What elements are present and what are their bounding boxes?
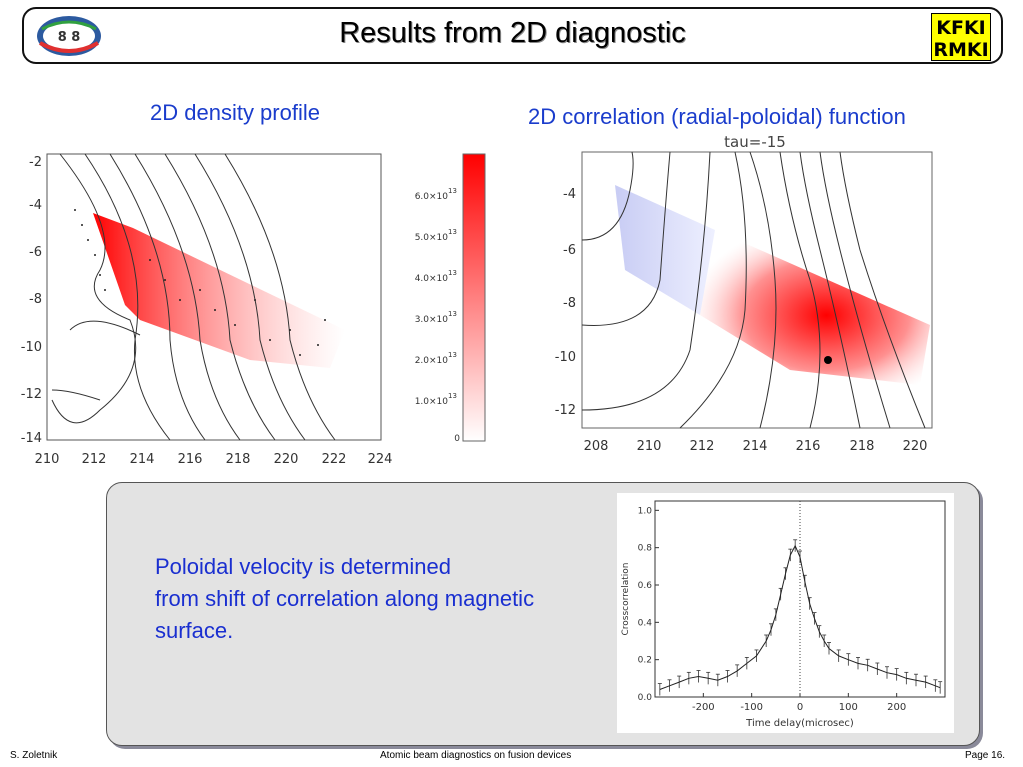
y-tick: -12 — [21, 387, 42, 402]
y-tick: 1.0 — [638, 506, 653, 516]
colorbar-gradient — [462, 153, 486, 442]
positive-correlation-region — [700, 230, 930, 385]
chart-y-ticks: 0.0 0.2 0.4 0.6 0.8 1.0 — [638, 506, 659, 703]
x-tick: -100 — [740, 702, 763, 713]
x-tick: 224 — [368, 452, 393, 467]
colorbar-tick: 0 — [454, 434, 460, 444]
colorbar-tick: 6.0×10 — [415, 192, 449, 202]
crosscorrelation-chart: 0.0 0.2 0.4 0.6 0.8 1.0 -200 -100 0 100 200 Time … — [617, 493, 954, 733]
x-tick: 220 — [903, 439, 928, 454]
correlation-function-label: 2D correlation (radial-poloidal) functio… — [528, 104, 906, 129]
flux-surfaces — [581, 151, 926, 429]
x-axis-label: Time delay(microsec) — [745, 718, 854, 729]
y-tick: -8 — [29, 292, 42, 307]
y-tick: -2 — [29, 155, 42, 170]
colorbar-exponents: 13 13 13 13 13 13 — [448, 187, 457, 400]
colorbar-tick: 2.0×10 — [415, 356, 449, 366]
correlation-y-ticks: -4 -6 -8 -10 -12 — [555, 187, 576, 418]
x-tick: 212 — [690, 439, 715, 454]
density-profile-label: 2D density profile — [150, 100, 320, 125]
x-tick: 218 — [850, 439, 875, 454]
page-title: Results from 2D diagnostic — [339, 17, 686, 49]
y-tick: -8 — [563, 296, 576, 311]
y-tick: 0.0 — [638, 693, 653, 703]
logo-text: 8 8 — [58, 30, 81, 45]
correlation-plot: tau=-15 -4 -6 -8 -10 -12 208 210 212 214… — [555, 133, 933, 454]
y-tick: 0.8 — [638, 544, 653, 554]
y-tick: -4 — [563, 187, 576, 202]
x-tick: 0 — [797, 702, 803, 713]
y-tick: 0.4 — [638, 618, 653, 628]
x-tick: 222 — [322, 452, 347, 467]
y-tick: -10 — [555, 350, 576, 365]
x-tick: 216 — [178, 452, 203, 467]
y-tick: -12 — [555, 403, 576, 418]
x-tick: 214 — [743, 439, 768, 454]
colorbar-exp: 13 — [448, 351, 457, 359]
x-tick: 210 — [35, 452, 60, 467]
colorbar-tick: 4.0×10 — [415, 274, 449, 284]
colorbar-exp: 13 — [448, 392, 457, 400]
chart-background — [617, 493, 954, 733]
colorbar-tick: 5.0×10 — [415, 233, 449, 243]
x-tick: 200 — [887, 702, 906, 713]
colorbar-tick: 3.0×10 — [415, 315, 449, 325]
x-tick: 210 — [637, 439, 662, 454]
density-y-ticks: -2 -4 -6 -8 -10 -12 -14 — [21, 155, 42, 446]
chart-x-ticks: -200 -100 0 100 200 — [692, 693, 906, 713]
footer-author: S. Zoletnik — [10, 750, 58, 761]
x-tick: 214 — [130, 452, 155, 467]
conference-logo: 8 8 — [37, 16, 101, 56]
logo-right-line2: RMKI — [933, 39, 988, 61]
x-tick: 100 — [839, 702, 858, 713]
y-tick: -10 — [21, 340, 42, 355]
colorbar-exp: 13 — [448, 310, 457, 318]
logo-right-line1: KFKI — [936, 17, 986, 39]
correlation-x-ticks: 208 210 212 214 216 218 220 — [584, 439, 928, 454]
x-tick: -200 — [692, 702, 715, 713]
colorbar-ticks: 6.0×10 5.0×10 4.0×10 3.0×10 2.0×10 1.0×1… — [415, 192, 461, 444]
series-line — [659, 544, 941, 690]
explanation-line: surface. — [155, 618, 234, 643]
measurement-points — [74, 209, 326, 356]
explanation-text: Poloidal velocity is determined from shi… — [155, 551, 534, 647]
institute-logo: KFKI RMKI — [931, 13, 991, 61]
negative-correlation-region — [615, 185, 715, 315]
colorbar-tick: 1.0×10 — [415, 397, 449, 407]
reference-point — [824, 356, 832, 364]
footer-page: Page 16. — [965, 750, 1006, 761]
density-profile-plot: -2 -4 -6 -8 -10 -12 -14 210 212 214 216 … — [21, 153, 393, 467]
slide-header: 8 8 Results from 2D diagnostic KFKI RMKI — [22, 7, 1003, 64]
tau-label: tau=-15 — [724, 133, 786, 151]
y-tick: 0.6 — [638, 581, 653, 591]
density-x-ticks: 210 212 214 216 218 220 222 224 — [35, 452, 393, 467]
colorbar: 6.0×10 5.0×10 4.0×10 3.0×10 2.0×10 1.0×1… — [415, 153, 486, 444]
y-tick: -6 — [29, 245, 42, 260]
x-tick: 212 — [82, 452, 107, 467]
x-tick: 208 — [584, 439, 609, 454]
footer-title: Atomic beam diagnostics on fusion device… — [380, 750, 572, 761]
y-tick: -6 — [563, 243, 576, 258]
flux-surfaces — [51, 153, 336, 441]
y-axis-label: Crosscorrelation — [621, 563, 631, 636]
explanation-line: Poloidal velocity is determined — [155, 554, 451, 579]
y-tick: 0.2 — [638, 656, 652, 666]
y-tick: -4 — [29, 198, 42, 213]
colorbar-exp: 13 — [448, 187, 457, 195]
explanation-line: from shift of correlation along magnetic — [155, 586, 535, 611]
y-tick: -14 — [21, 431, 42, 446]
colorbar-exp: 13 — [448, 228, 457, 236]
x-tick: 218 — [226, 452, 251, 467]
colorbar-exp: 13 — [448, 269, 457, 277]
x-tick: 216 — [796, 439, 821, 454]
x-tick: 220 — [274, 452, 299, 467]
